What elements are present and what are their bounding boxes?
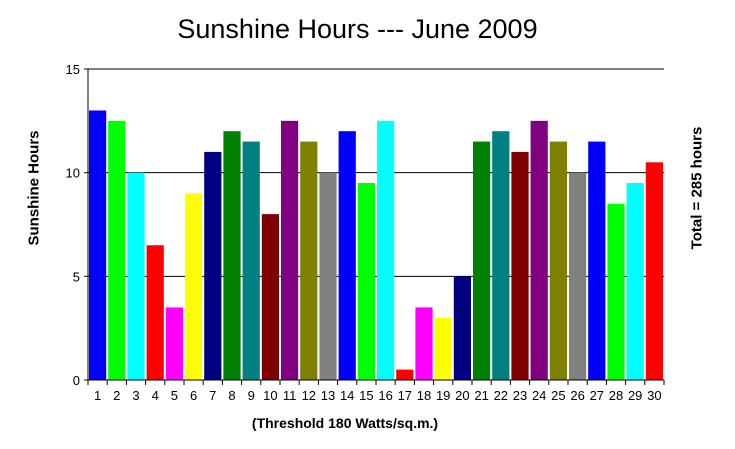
bar <box>357 183 375 380</box>
x-tick-label: 18 <box>417 388 431 403</box>
x-tick-label: 7 <box>209 388 216 403</box>
bar <box>434 317 452 380</box>
x-tick-label: 26 <box>570 388 584 403</box>
y-tick-label: 10 <box>66 166 80 181</box>
bar <box>204 151 222 380</box>
bar <box>645 162 663 380</box>
bar <box>492 131 510 380</box>
x-tick-label: 27 <box>590 388 604 403</box>
x-tick-label: 1 <box>94 388 101 403</box>
x-tick-label: 24 <box>532 388 546 403</box>
bar <box>89 110 107 380</box>
x-axis-label: (Threshold 180 Watts/sq.m.) <box>251 415 439 431</box>
x-tick-label: 29 <box>628 388 642 403</box>
x-tick-label: 3 <box>132 388 139 403</box>
x-tick-label: 23 <box>513 388 527 403</box>
x-tick-label: 9 <box>248 388 255 403</box>
bar <box>396 369 414 380</box>
x-tick-label: 10 <box>263 388 277 403</box>
x-tick-label: 22 <box>494 388 508 403</box>
bar <box>607 203 625 380</box>
bar <box>281 120 299 380</box>
bar <box>185 193 203 380</box>
bar <box>626 183 644 380</box>
x-tick-label: 6 <box>190 388 197 403</box>
bar <box>261 214 279 380</box>
bar <box>511 151 529 380</box>
bar <box>530 120 548 380</box>
x-tick-label: 25 <box>551 388 565 403</box>
bar <box>377 120 395 380</box>
bar <box>415 307 433 380</box>
bar <box>108 120 126 380</box>
x-tick-label: 20 <box>455 388 469 403</box>
x-tick-label: 21 <box>474 388 488 403</box>
bar <box>127 172 145 380</box>
x-tick-label: 30 <box>647 388 661 403</box>
bar <box>242 141 260 380</box>
y-tick-label: 0 <box>73 373 80 388</box>
bar <box>338 131 356 380</box>
x-tick-label: 15 <box>359 388 373 403</box>
bar <box>453 276 471 380</box>
bar <box>549 141 567 380</box>
x-tick-label: 2 <box>113 388 120 403</box>
y-tick-label: 15 <box>66 62 80 77</box>
bar <box>146 245 164 380</box>
y-tick-label: 5 <box>73 269 80 284</box>
x-tick-label: 5 <box>171 388 178 403</box>
x-tick-label: 28 <box>609 388 623 403</box>
bar <box>300 141 318 380</box>
x-tick-label: 4 <box>152 388 159 403</box>
bar <box>223 131 241 380</box>
x-tick-label: 19 <box>436 388 450 403</box>
x-tick-label: 14 <box>340 388 354 403</box>
x-tick-label: 16 <box>378 388 392 403</box>
bar <box>569 172 587 380</box>
x-tick-label: 8 <box>228 388 235 403</box>
x-tick-label: 13 <box>321 388 335 403</box>
x-tick-label: 11 <box>283 388 297 403</box>
bar <box>588 141 606 380</box>
x-tick-label: 17 <box>398 388 412 403</box>
bar <box>165 307 183 380</box>
chart-title: Sunshine Hours --- June 2009 <box>177 14 538 44</box>
bar <box>319 172 337 380</box>
bar <box>473 141 491 380</box>
x-tick-label: 12 <box>302 388 316 403</box>
